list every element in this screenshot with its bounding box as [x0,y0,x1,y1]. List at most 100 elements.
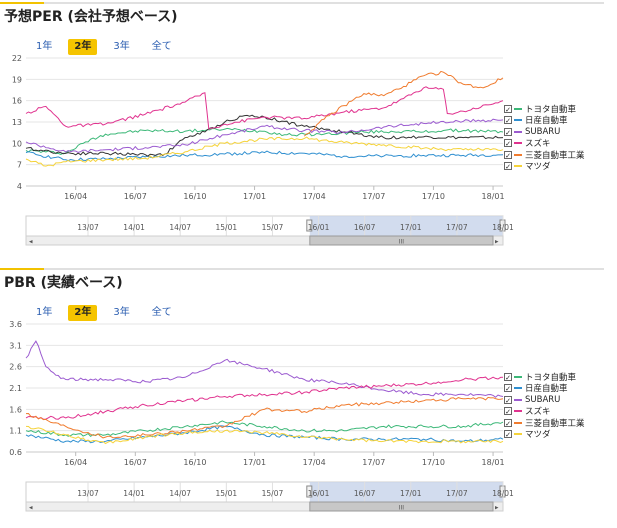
legend-item[interactable]: ✓ マツダ [504,161,585,173]
legend-item[interactable]: ✓ マツダ [504,429,585,440]
legend-swatch [514,375,522,378]
section-rule [0,268,604,270]
legend-swatch [514,433,522,436]
scrollbar-thumb[interactable] [309,501,494,512]
legend-item[interactable]: ✓ トヨタ自動車 [504,103,585,115]
range-button[interactable]: 1年 [36,307,53,318]
navigator-label: 16/01 [308,489,330,498]
range-button[interactable]: 2年 [68,39,98,55]
legend-label: 三菱自動車工業 [525,150,585,161]
section-rule-accent [0,268,44,270]
x-tick-label: 16/04 [64,192,87,201]
series-line [25,136,504,167]
scrollbar-grip: III [399,505,405,512]
y-tick-label: 0.6 [9,448,22,457]
pbr-range-buttons: 1年 2年 3年 全て [30,300,188,321]
y-tick-label: 7 [17,161,22,170]
legend-checkbox[interactable]: ✓ [504,104,512,114]
scroll-right-arrow[interactable]: ▸ [495,238,499,246]
legend-checkbox[interactable]: ✓ [504,418,512,428]
legend-checkbox[interactable]: ✓ [504,150,512,160]
scrollbar-track[interactable] [25,235,504,246]
navigator-label: 16/07 [354,223,376,232]
per-panel: 予想PER (会社予想ベース) 1年 2年 3年 全て 4 7 10 13 16 19 22 16/… [0,0,617,262]
legend-checkbox[interactable]: ✓ [504,127,512,137]
y-tick-label: 4 [17,182,22,191]
scroll-left-arrow[interactable]: ◂ [29,504,33,512]
scroll-left-arrow[interactable]: ◂ [29,238,33,246]
series-line [303,70,504,137]
scrollbar-grip: III [399,239,405,246]
legend-item[interactable]: ✓ 日産自動車 [504,383,585,394]
legend-item[interactable]: ✓ SUBARU [504,394,585,406]
legend-swatch [514,421,522,424]
y-tick-label: 16 [12,97,22,106]
y-tick-label: 1.1 [9,427,22,436]
range-button[interactable]: 3年 [113,307,130,318]
series-line [25,396,504,439]
legend-swatch [514,387,522,390]
y-tick-label: 10 [12,139,22,148]
legend-item[interactable]: ✓ 三菱自動車工業 [504,417,585,429]
range-button[interactable]: 全て [151,307,172,318]
legend-swatch [514,398,522,401]
legend-checkbox[interactable]: ✓ [504,395,512,405]
series-line [25,376,504,420]
navigator-selection[interactable] [309,216,503,236]
scrollbar-thumb[interactable] [309,235,494,246]
scrollbar-track[interactable] [25,501,504,512]
range-button[interactable]: 全て [151,41,172,52]
legend-item[interactable]: ✓ スズキ [504,138,585,149]
legend-swatch [514,165,522,168]
legend-swatch [514,410,522,413]
legend-checkbox[interactable]: ✓ [504,407,512,417]
pbr-legend: ✓ トヨタ自動車 ✓ 日産自動車 ✓ SUBARU ✓ スズキ ✓ 三菱自動車工業 ✓ マツダ [504,371,585,440]
legend-label: SUBARU [525,394,561,405]
legend-label: SUBARU [525,126,561,137]
legend-swatch [514,107,522,110]
range-button[interactable]: 3年 [113,41,130,52]
navigator-label: 16/01 [308,223,330,232]
y-tick-label: 2.1 [9,384,22,393]
navigator-label: 15/07 [262,223,284,232]
x-tick-label: 18/01 [482,192,505,201]
legend-checkbox[interactable]: ✓ [504,430,512,440]
series-line [25,425,504,445]
legend-item[interactable]: ✓ スズキ [504,406,585,418]
legend-item[interactable]: ✓ トヨタ自動車 [504,371,585,383]
legend-item[interactable]: ✓ SUBARU [504,126,585,138]
navigator-handle-left[interactable] [306,485,313,498]
x-tick-label: 17/01 [243,192,266,201]
per-legend: ✓ トヨタ自動車 ✓ 日産自動車 ✓ SUBARU ✓ スズキ ✓ 三菱自動車工業 ✓ マツダ [504,103,585,172]
legend-item[interactable]: ✓ 日産自動車 [504,115,585,126]
y-tick-label: 3.6 [9,320,22,329]
legend-label: マツダ [525,162,551,173]
navigator-selection[interactable] [309,482,503,502]
legend-label: スズキ [525,407,551,418]
legend-checkbox[interactable]: ✓ [504,116,512,126]
navigator-label: 13/07 [77,223,99,232]
legend-checkbox[interactable]: ✓ [504,162,512,172]
section-rule-accent [0,2,44,4]
range-button[interactable]: 1年 [36,41,53,52]
y-tick-label: 1.6 [9,405,22,414]
legend-checkbox[interactable]: ✓ [504,384,512,394]
legend-checkbox[interactable]: ✓ [504,372,512,382]
x-tick-label: 17/04 [303,458,326,467]
legend-item[interactable]: ✓ 三菱自動車工業 [504,149,585,161]
legend-swatch [514,119,522,122]
navigator-label: 18/01 [492,489,514,498]
navigator-label: 15/07 [262,489,284,498]
y-tick-label: 19 [12,75,22,84]
scroll-right-arrow[interactable]: ▸ [495,504,499,512]
navigator-label: 15/01 [216,489,238,498]
x-tick-label: 16/10 [183,192,206,201]
navigator-label: 15/01 [216,223,238,232]
navigator-handle-left[interactable] [306,219,313,232]
navigator-label: 16/07 [354,489,376,498]
x-tick-label: 17/01 [243,458,266,467]
legend-checkbox[interactable]: ✓ [504,139,512,149]
series-line [25,420,504,437]
series-line [25,150,504,162]
range-button[interactable]: 2年 [68,305,98,321]
